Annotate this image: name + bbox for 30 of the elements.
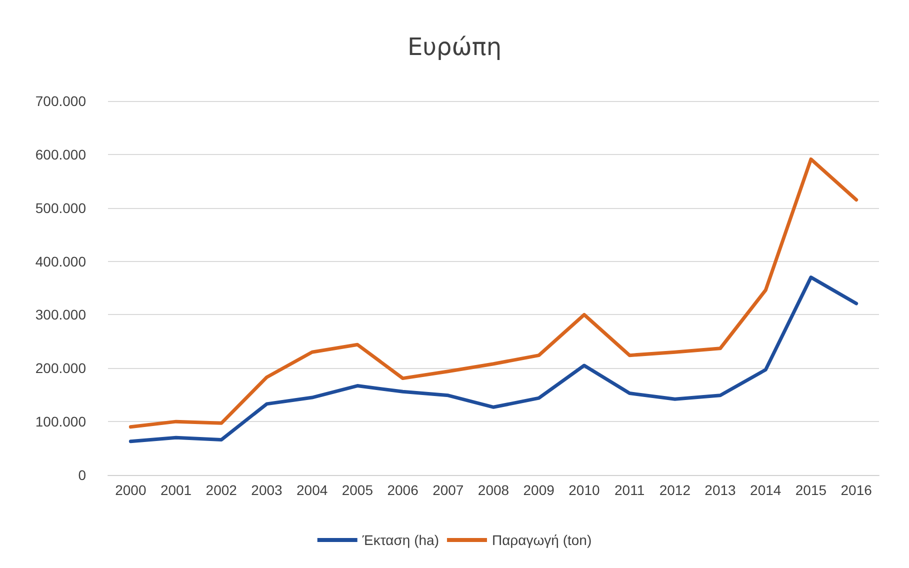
x-tick-label: 2011 (614, 482, 645, 498)
x-tick-label: 2015 (795, 482, 827, 498)
x-tick-label: 2009 (523, 482, 555, 498)
y-tick-label: 400.000 (35, 253, 86, 270)
x-tick-label: 2007 (432, 482, 464, 498)
y-tick-label: 0 (78, 467, 86, 483)
line-series (128, 157, 858, 429)
x-tick-label: 2000 (115, 482, 146, 498)
y-tick-label: 500.000 (35, 200, 86, 216)
x-tick-label: 2004 (296, 482, 328, 498)
y-tick-label: 300.000 (35, 306, 86, 323)
x-tick-label: 2008 (478, 482, 510, 498)
x-tick-label: 2013 (704, 482, 736, 498)
x-tick-label: 2006 (387, 482, 419, 498)
x-tick-label: 2014 (750, 482, 782, 498)
y-tick-label: 600.000 (35, 146, 86, 162)
x-tick-label: 2001 (160, 482, 192, 498)
x-tick-label: 2012 (659, 482, 691, 498)
x-tick-label: 2010 (568, 482, 600, 498)
legend-label: Έκταση (ha) (361, 532, 439, 548)
x-tick-label: 2002 (206, 482, 238, 498)
legend-label: Παραγωγή (ton) (492, 532, 592, 548)
chart-title: Ευρώπη (407, 33, 502, 61)
y-tick-label: 700.000 (35, 93, 86, 109)
x-tick-label: 2005 (342, 482, 374, 498)
x-tick-label: 2003 (251, 482, 283, 498)
x-tick-label: 2016 (840, 482, 872, 498)
y-tick-label: 100.000 (35, 414, 86, 430)
line-series (128, 276, 858, 444)
y-tick-label: 200.000 (35, 360, 86, 376)
